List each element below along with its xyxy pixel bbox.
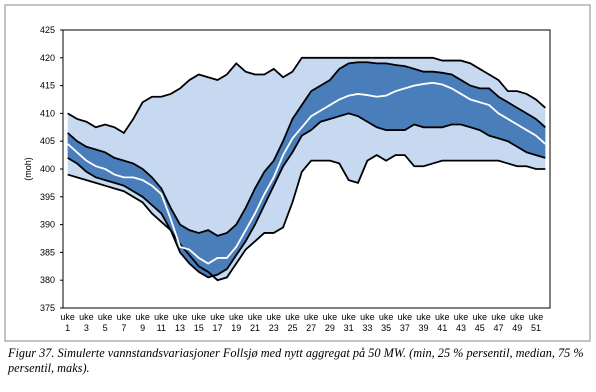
x-tick-label: uke 27: [304, 312, 319, 333]
series-line: [67, 154, 546, 282]
plot-frame: [62, 29, 551, 309]
y-tick-label: 395: [40, 192, 55, 202]
x-tick-label: uke 33: [360, 312, 375, 333]
x-tick-label: uke 19: [229, 312, 244, 333]
x-tick-label: uke 13: [173, 312, 188, 333]
x-tick-label: uke 23: [266, 312, 281, 333]
series-line: [67, 112, 546, 279]
x-tick-label: uke 49: [510, 312, 525, 333]
y-tick-label: 425: [40, 25, 55, 35]
y-tick-label: 390: [40, 220, 55, 230]
series-line: [67, 56, 546, 135]
chart: (moh) 375 380 385 390 395 400 405 410 415 420 425 u…: [4, 4, 591, 342]
x-tick-label: uke 29: [323, 312, 338, 333]
x-tick-label: uke 1: [60, 312, 75, 333]
series-line: [67, 61, 546, 237]
y-tick-label: 405: [40, 136, 55, 146]
x-tick-label: uke 17: [210, 312, 225, 333]
x-tick-label: uke 9: [135, 312, 150, 333]
x-tick-label: uke 41: [435, 312, 450, 333]
x-tick-label: uke 43: [454, 312, 469, 333]
x-tick-label: uke 7: [117, 312, 132, 333]
x-tick-label: uke 25: [285, 312, 300, 333]
x-tick-label: uke 51: [529, 312, 544, 333]
caption: Figur 37. Simulerte vannstandsvariasjone…: [8, 346, 584, 375]
y-axis-label: (moh): [23, 157, 33, 181]
x-tick-label: uke 15: [192, 312, 207, 333]
series-line: [67, 81, 546, 265]
y-tick-label: 410: [40, 108, 55, 118]
y-tick-label: 375: [40, 303, 55, 313]
y-tick-label: 380: [40, 275, 55, 285]
x-tick-label: uke 47: [491, 312, 506, 333]
band-area: [67, 62, 546, 278]
x-tick-label: uke 3: [79, 312, 94, 333]
x-tick-label: uke 45: [473, 312, 488, 333]
y-tick-label: 415: [40, 81, 55, 91]
y-tick-label: 400: [40, 164, 55, 174]
x-tick-label: uke 11: [154, 312, 169, 333]
x-tick-label: uke 21: [248, 312, 263, 333]
x-tick-label: uke 39: [416, 312, 431, 333]
x-tick-label: uke 5: [98, 312, 113, 333]
y-tick-label: 420: [40, 53, 55, 63]
y-tick-label: 385: [40, 247, 55, 257]
x-tick-label: uke 37: [398, 312, 413, 333]
x-tick-label: uke 31: [341, 312, 356, 333]
x-tick-label: uke 35: [379, 312, 394, 333]
